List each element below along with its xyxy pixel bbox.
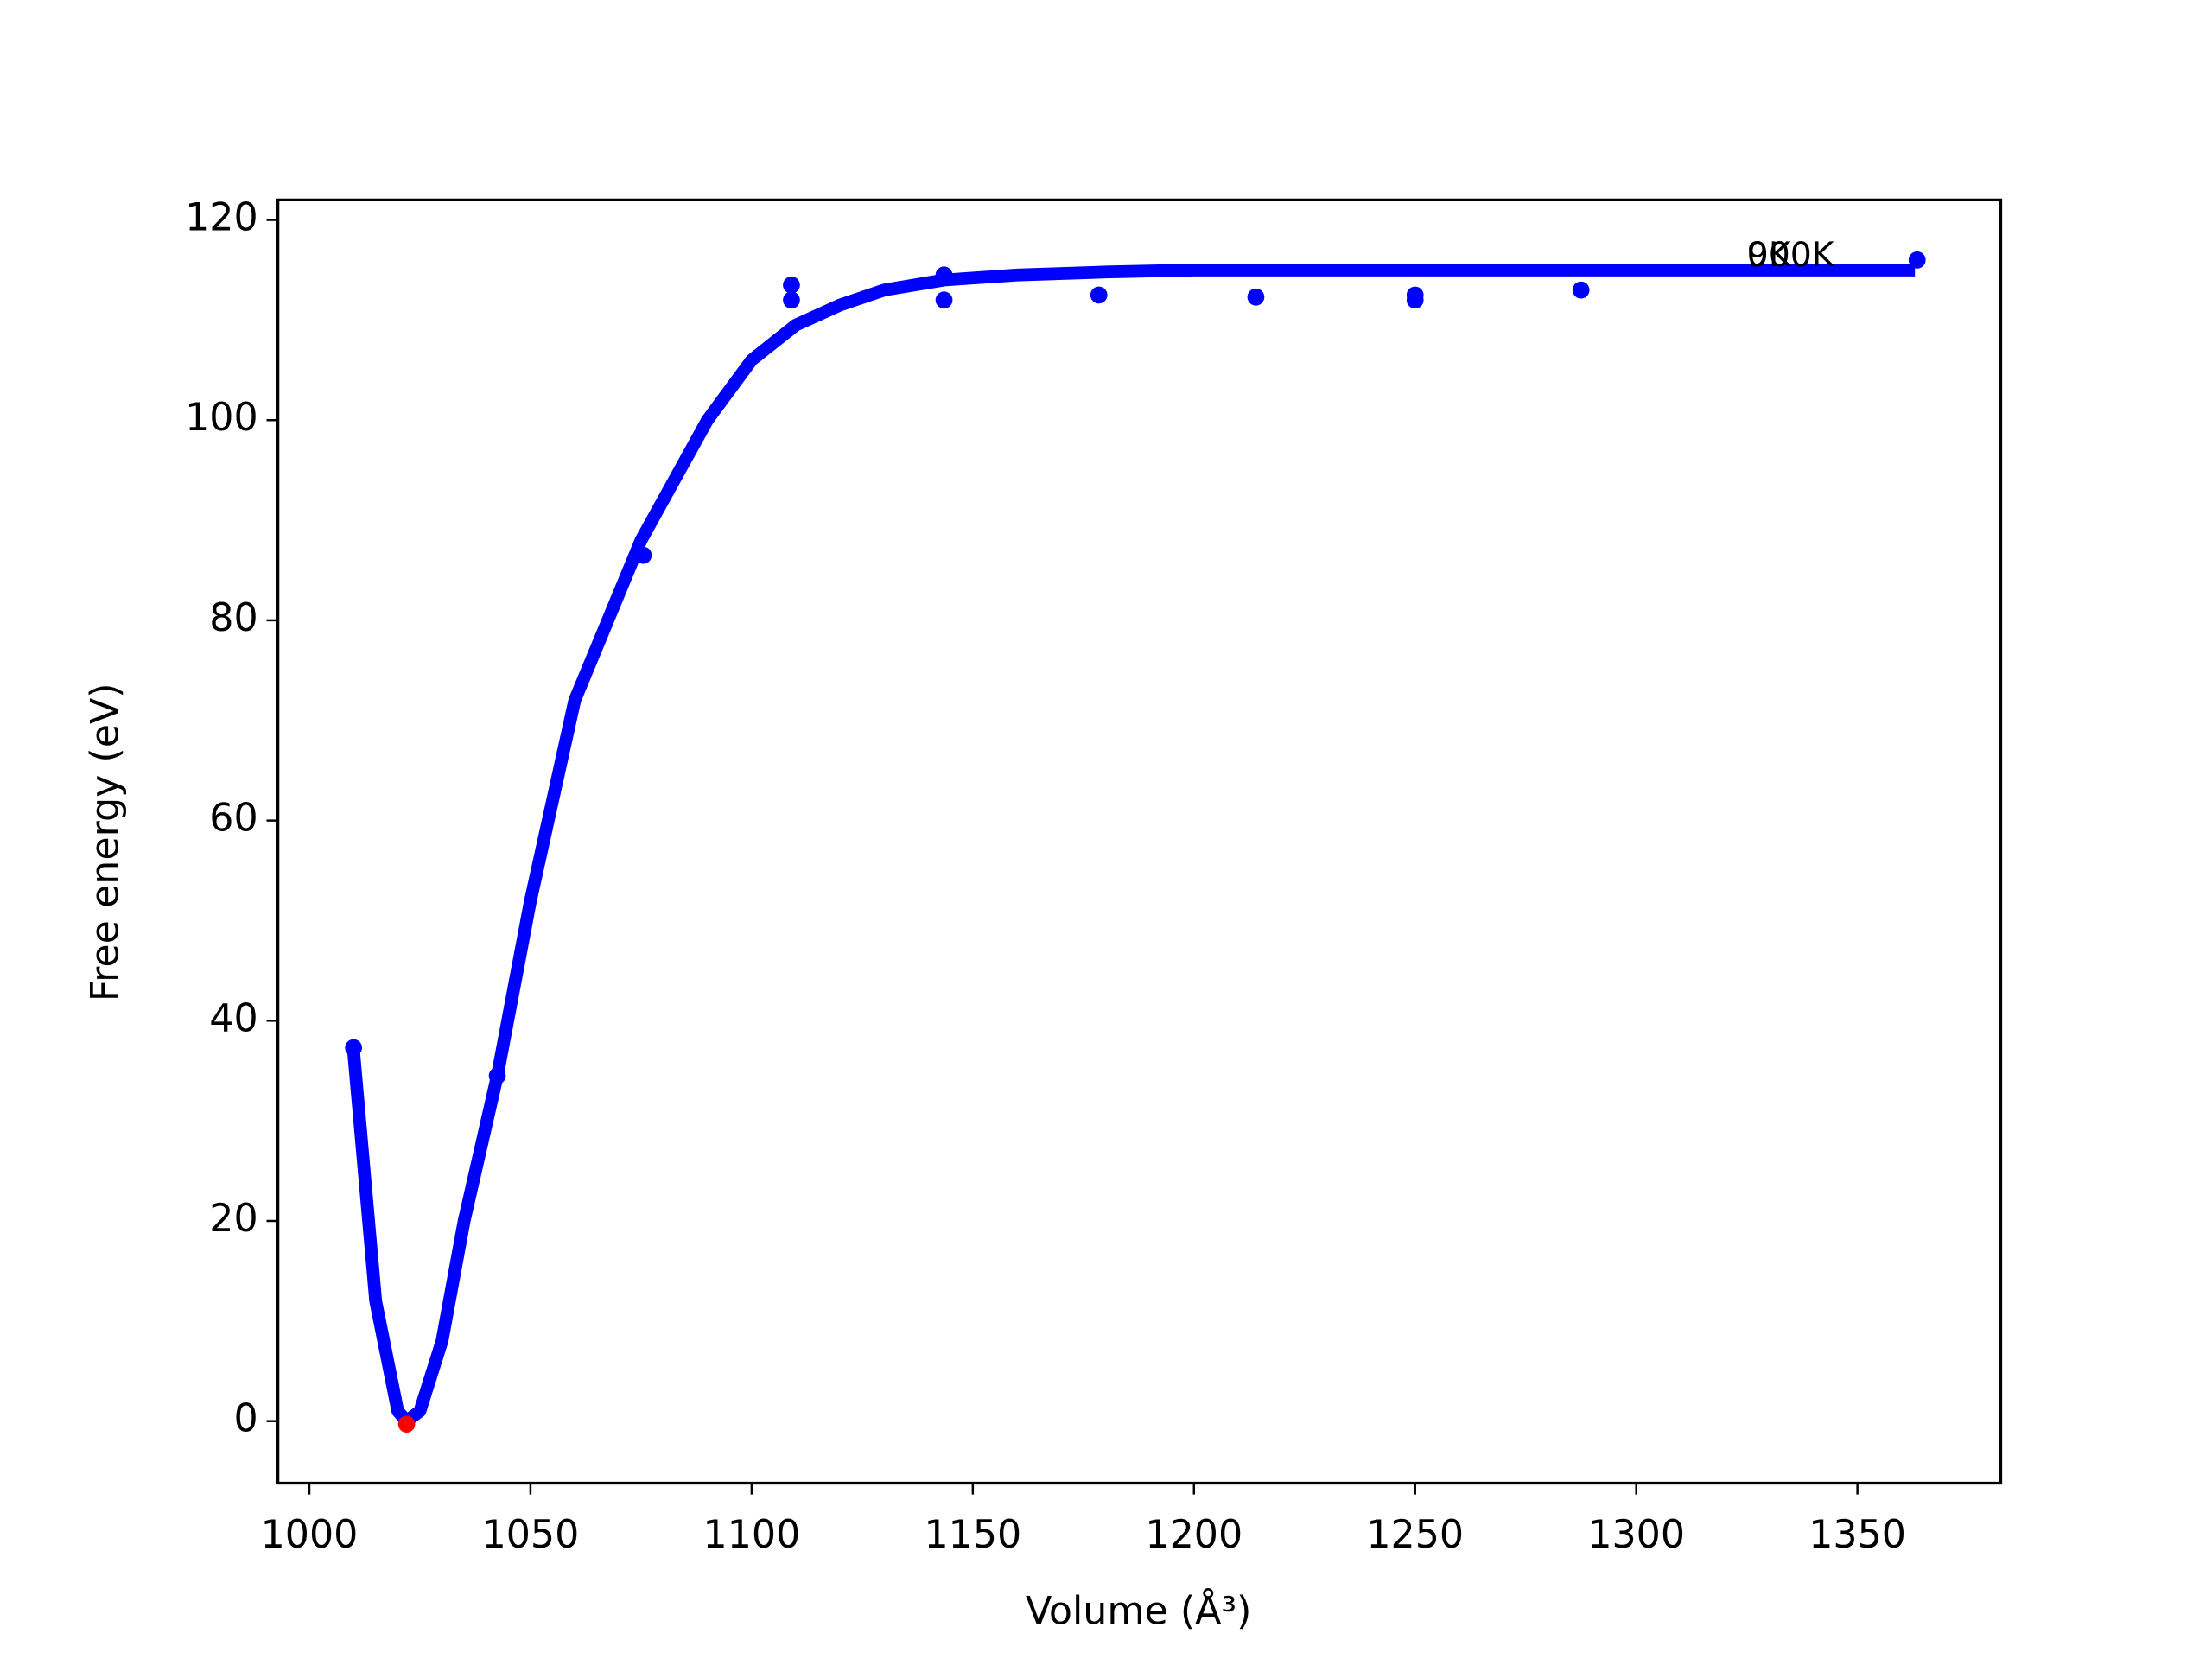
data-point (783, 291, 800, 309)
x-tick-label: 1050 (482, 1513, 580, 1557)
y-tick-label: 80 (209, 596, 257, 640)
data-point (488, 1067, 506, 1084)
x-tick-label: 1200 (1145, 1513, 1243, 1557)
annotation: 900K (1747, 235, 1835, 275)
data-point (935, 291, 953, 309)
data-point (783, 276, 800, 294)
y-tick-label: 40 (209, 996, 257, 1040)
fit-curve (346, 264, 1916, 1428)
data-point (1572, 281, 1590, 299)
x-tick-label: 1300 (1587, 1513, 1685, 1557)
data-point (1406, 291, 1424, 309)
data-point (1247, 288, 1265, 306)
x-axis-label: Volume (Å³) (1026, 1587, 1251, 1633)
x-tick-label: 1100 (703, 1513, 801, 1557)
data-point (634, 546, 652, 564)
x-tick-label: 1000 (261, 1513, 359, 1557)
annotation: 0K (1747, 235, 1792, 275)
y-tick-label: 100 (185, 396, 258, 440)
y-tick-label: 20 (209, 1197, 257, 1241)
y-axis-label: Free energy (eV) (84, 683, 128, 1001)
plot-frame (276, 198, 2003, 1485)
data-point (1908, 251, 1926, 269)
x-tick-label: 1150 (924, 1513, 1021, 1557)
data-point (935, 266, 953, 284)
y-tick-label: 120 (185, 196, 258, 240)
data-point (345, 1039, 363, 1057)
y-tick-label: 60 (209, 797, 257, 841)
data-point (1090, 286, 1108, 304)
x-tick-label: 1350 (1808, 1513, 1906, 1557)
data-point (397, 1415, 416, 1433)
x-tick-label: 1250 (1366, 1513, 1464, 1557)
y-tick-label: 0 (233, 1397, 257, 1441)
